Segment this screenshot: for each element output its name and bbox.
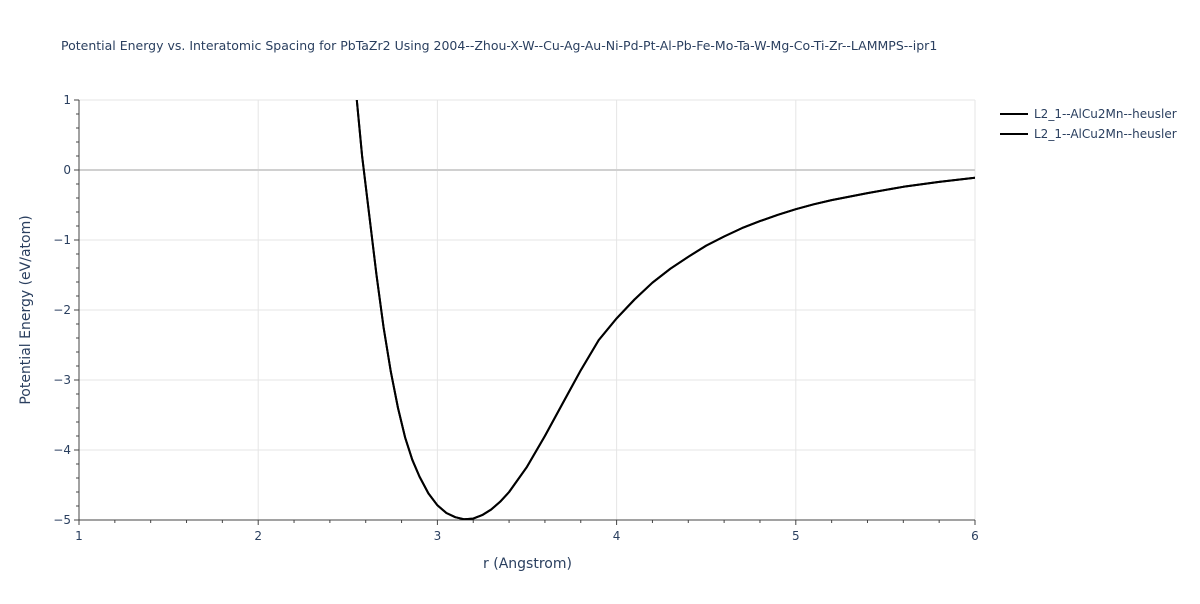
legend-label: L2_1--AlCu2Mn--heusler [1034, 107, 1177, 121]
y-tick-label: −4 [53, 443, 71, 457]
y-tick-label: −1 [53, 233, 71, 247]
axis-layer: 1 2 3 4 5 6 1 0 −1 −2 −3 −4 −5 [53, 93, 979, 543]
y-tick-label: −2 [53, 303, 71, 317]
x-tick-label: 3 [434, 529, 442, 543]
x-axis-label: r (Angstrom) [483, 556, 572, 572]
x-tick-label: 2 [254, 529, 262, 543]
x-tick-label: 6 [971, 529, 979, 543]
legend-item[interactable]: L2_1--AlCu2Mn--heusler [1000, 127, 1177, 141]
chart-title: Potential Energy vs. Interatomic Spacing… [61, 38, 937, 53]
y-tick-label: 0 [63, 163, 71, 177]
y-tick-label: −5 [53, 513, 71, 527]
x-tick-label: 1 [75, 529, 83, 543]
x-tick-label: 4 [613, 529, 621, 543]
y-tick-label: 1 [63, 93, 71, 107]
y-tick-label: −3 [53, 373, 71, 387]
legend[interactable]: L2_1--AlCu2Mn--heusler L2_1--AlCu2Mn--heu… [1000, 107, 1177, 141]
legend-label: L2_1--AlCu2Mn--heusler [1034, 127, 1177, 141]
legend-item[interactable]: L2_1--AlCu2Mn--heusler [1000, 107, 1177, 121]
series-line-2 [355, 100, 975, 520]
x-tick-label: 5 [792, 529, 800, 543]
series-layer [355, 100, 975, 520]
y-axis-label: Potential Energy (eV/atom) [18, 215, 34, 404]
grid-layer [79, 99, 976, 520]
